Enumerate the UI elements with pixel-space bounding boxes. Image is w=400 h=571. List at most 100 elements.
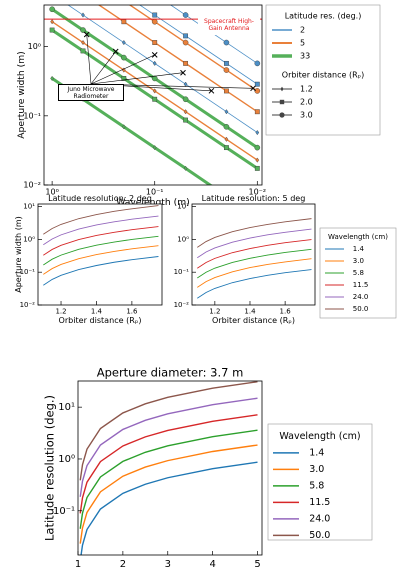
y-tick-label: 10⁻¹ — [23, 111, 41, 120]
line — [43, 256, 159, 286]
marker — [121, 19, 127, 25]
y-tick-label: 10⁻¹ — [20, 268, 36, 276]
plot-area — [79, 381, 258, 555]
x-tick-label: 1.4 — [244, 307, 256, 315]
legend-label: 11.5 — [353, 281, 369, 289]
plot-frame — [191, 203, 316, 306]
marker — [152, 40, 158, 45]
x-tick-label: 1.2 — [55, 307, 66, 315]
x-axis-label: Wavelength (m) — [116, 197, 190, 208]
legend-label: 2 — [300, 26, 305, 35]
marker — [223, 123, 230, 130]
marker — [49, 27, 55, 33]
marker — [223, 39, 230, 46]
y-tick-label: 10⁰ — [177, 235, 189, 243]
marker — [254, 165, 260, 171]
legend-label: 11.5 — [309, 497, 330, 508]
marker — [183, 165, 188, 171]
juno-marker — [208, 87, 215, 94]
plot-area — [44, 5, 262, 185]
x-tick-label: 4 — [209, 559, 215, 570]
marker — [121, 54, 127, 61]
legend-marker — [279, 99, 285, 105]
legend-label: 50.0 — [353, 305, 369, 313]
line — [79, 429, 258, 529]
line — [197, 258, 312, 288]
marker — [224, 145, 229, 151]
chart-title: Aperture diameter: 3.7 m — [97, 366, 244, 380]
y-tick-label: 10⁻² — [174, 301, 190, 309]
legend-label: 33 — [300, 52, 310, 61]
legend-label: 1.2 — [300, 85, 313, 94]
plot-frame — [43, 4, 263, 186]
marker — [80, 48, 86, 54]
chart-title: Latitude resolution: 5 deg — [202, 194, 306, 203]
legend-box — [267, 423, 373, 541]
marker — [224, 88, 229, 94]
legend-label: 1.4 — [353, 245, 365, 253]
x-tick-label: 1.6 — [280, 307, 292, 315]
line — [197, 228, 312, 259]
line — [43, 205, 159, 235]
line — [80, 461, 258, 555]
x-axis-label: Orbiter distance (Rₚ) — [59, 316, 142, 325]
line — [79, 381, 258, 481]
line — [197, 248, 312, 279]
marker — [121, 76, 127, 81]
y-tick-label: 10⁰ — [58, 454, 75, 465]
high-gain-annotation: Spacecraft High-Gain Antenna — [198, 17, 260, 36]
marker — [152, 12, 158, 18]
line — [43, 235, 159, 266]
juno-marker — [151, 52, 158, 58]
y-axis-label: Aperture width (m) — [14, 216, 23, 293]
x-tick-label: 1.6 — [126, 307, 138, 315]
line — [43, 226, 159, 256]
y-tick-label: 10⁻¹ — [174, 268, 190, 276]
marker — [223, 67, 230, 73]
legend-marker — [280, 86, 284, 92]
plot-area — [197, 218, 312, 299]
marker — [183, 109, 188, 115]
y-tick-label: 10¹ — [23, 203, 35, 211]
marker — [151, 18, 158, 25]
line — [197, 269, 312, 299]
marker — [121, 40, 126, 46]
x-axis-label: Orbiter distance (Rₚ) — [212, 316, 295, 325]
y-tick-label: 10¹ — [58, 402, 75, 413]
marker — [81, 40, 85, 46]
leader-line — [86, 34, 92, 85]
x-tick-label: 10⁻¹ — [146, 188, 164, 197]
x-axis-label: Orbiter distance (Rₚ) — [111, 570, 230, 571]
marker — [182, 96, 189, 103]
juno-marker — [112, 48, 119, 55]
legend-marker — [279, 112, 285, 118]
marker — [152, 96, 158, 102]
x-tick-label: 5 — [254, 559, 260, 570]
leader-line — [90, 54, 155, 85]
juno-marker — [180, 69, 186, 76]
line — [79, 444, 258, 544]
plot-background — [38, 204, 162, 305]
line — [43, 245, 159, 275]
line — [43, 215, 159, 246]
juno-marker — [83, 31, 90, 38]
legend-label: 3.0 — [353, 257, 364, 265]
line — [79, 414, 258, 514]
legend-title: Wavelength (cm) — [328, 233, 388, 241]
marker — [182, 12, 189, 18]
x-tick-label: 1 — [75, 559, 81, 570]
marker — [81, 12, 85, 18]
legend-label: 5.8 — [309, 480, 324, 491]
chart-title: Latitude resolution: 2 deg — [48, 194, 152, 203]
marker — [224, 60, 229, 66]
annotation-text: Spacecraft High-Gain Antenna — [198, 17, 260, 36]
leader-line — [90, 72, 184, 85]
plot-background — [192, 204, 315, 305]
plot-background — [78, 381, 262, 555]
marker — [254, 60, 261, 67]
y-tick-label: 10⁻² — [20, 301, 36, 309]
marker — [254, 109, 260, 115]
marker — [183, 117, 188, 123]
marker — [255, 157, 260, 163]
marker — [80, 27, 86, 33]
